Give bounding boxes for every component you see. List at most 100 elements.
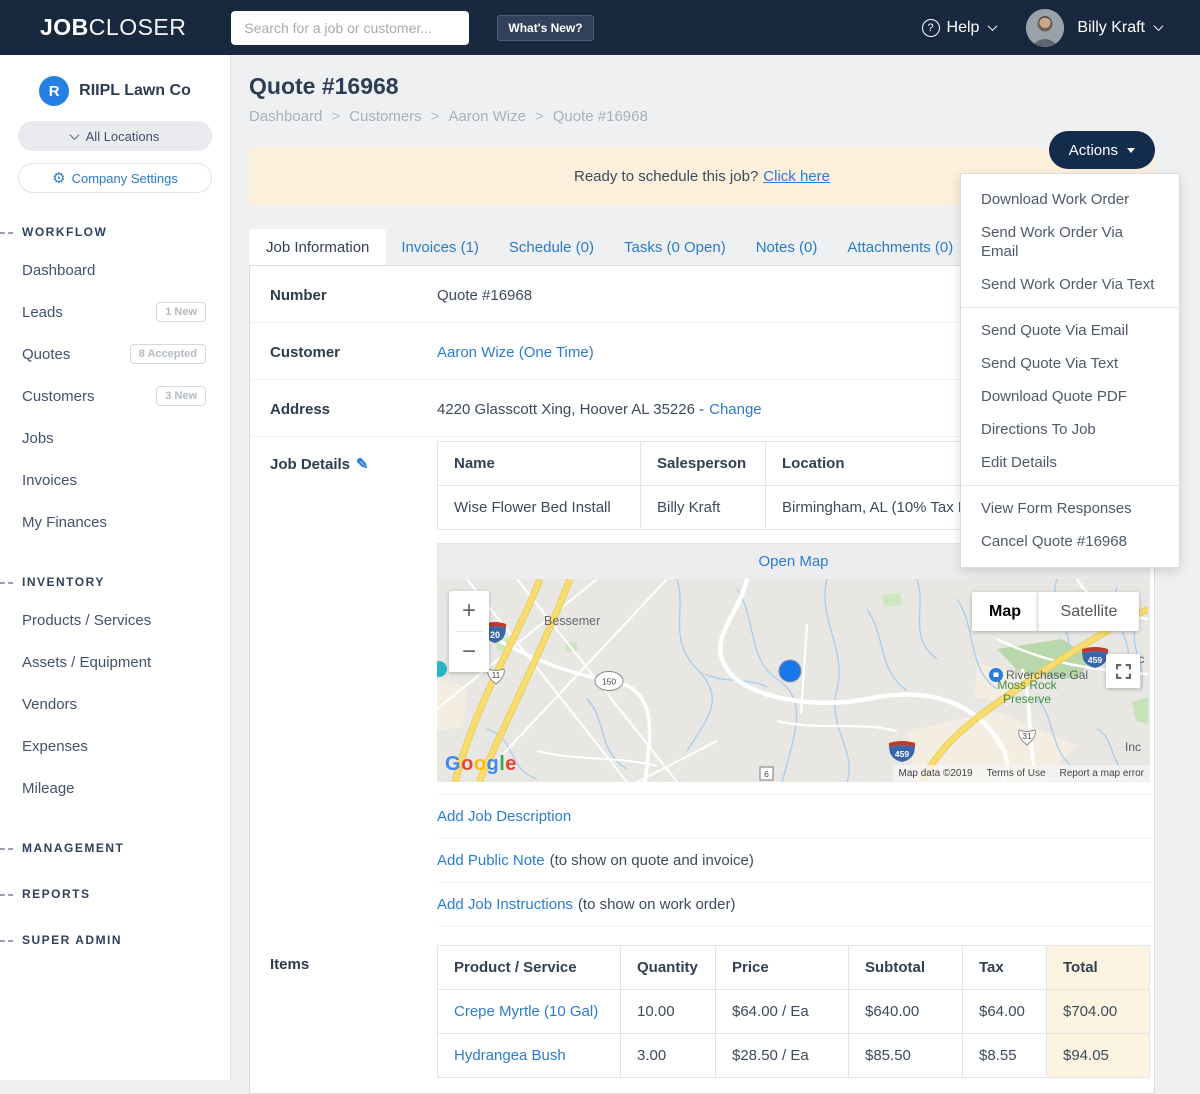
tab-job-information[interactable]: Job Information [249, 229, 387, 265]
number-label: Number [270, 287, 327, 304]
address-change-link[interactable]: Change [709, 401, 762, 418]
menu-item-send-work-order-text[interactable]: Send Work Order Via Text [981, 276, 1155, 293]
sidebar-item-products-services[interactable]: Products / Services [0, 599, 230, 641]
customers-badge: 3 New [156, 386, 206, 406]
sidebar-item-dashboard[interactable]: Dashboard [0, 249, 230, 291]
sidebar-item-invoices[interactable]: Invoices [0, 459, 230, 501]
google-logo[interactable]: Google [445, 753, 517, 775]
sidebar-item-label: Leads [22, 303, 63, 321]
job-name-cell: Wise Flower Bed Install [437, 485, 641, 530]
gear-icon: ⚙ [52, 170, 66, 187]
help-menu[interactable]: ? Help [921, 18, 998, 37]
add-job-instructions-row: Add Job Instructions (to show on work ord… [437, 882, 1150, 927]
map-label-edge-bottom: Inc [1125, 740, 1141, 754]
tab-tasks[interactable]: Tasks (0 Open) [623, 238, 726, 256]
tab-invoices[interactable]: Invoices (1) [401, 238, 479, 256]
menu-divider [961, 307, 1179, 308]
sidebar-item-mileage[interactable]: Mileage [0, 767, 230, 809]
item-subtotal: $640.00 [848, 989, 963, 1034]
map-marker[interactable] [778, 659, 802, 683]
sidebar-item-assets-equipment[interactable]: Assets / Equipment [0, 641, 230, 683]
sidebar-item-label: Quotes [22, 345, 71, 363]
sidebar-section-inventory: INVENTORY [0, 575, 230, 589]
sidebar-section-super-admin[interactable]: SUPER ADMIN [0, 933, 230, 947]
svg-text:150: 150 [602, 677, 616, 687]
edit-pencil-icon[interactable]: ✎ [356, 456, 369, 473]
company-settings-label: Company Settings [71, 170, 178, 186]
actions-button[interactable]: Actions [1048, 131, 1155, 169]
add-links-list: Add Job Description Add Public Note (to s… [437, 794, 1150, 927]
map[interactable]: 20 459 459 [437, 579, 1150, 782]
help-circle-icon: ? [921, 18, 940, 37]
location-selector-label: All Locations [85, 128, 160, 144]
tab-notes[interactable]: Notes (0) [755, 238, 818, 256]
menu-item-send-quote-text[interactable]: Send Quote Via Text [981, 355, 1119, 372]
tab-bar: Job Information Invoices (1) Schedule (0… [249, 229, 1155, 265]
add-public-note-link[interactable]: Add Public Note [437, 852, 545, 869]
items-header-product: Product / Service [437, 945, 621, 990]
page-title: Quote #16968 [249, 73, 399, 99]
item-product-link[interactable]: Crepe Myrtle (10 Gal) [454, 1003, 599, 1020]
customer-label: Customer [270, 344, 341, 361]
job-salesperson-cell: Billy Kraft [640, 485, 766, 530]
breadcrumb-dashboard[interactable]: Dashboard [249, 108, 323, 125]
items-header-price: Price [715, 945, 849, 990]
zoom-in-button[interactable]: + [461, 597, 476, 624]
sidebar-item-leads[interactable]: Leads 1 New [0, 291, 230, 333]
item-tax: $8.55 [962, 1033, 1047, 1078]
menu-item-send-work-order-email[interactable]: Send Work Order Via Email [981, 224, 1124, 260]
breadcrumb-separator: > [430, 108, 440, 125]
add-public-note-row: Add Public Note (to show on quote and inv… [437, 838, 1150, 882]
report-map-error-link[interactable]: Report a map error [1059, 768, 1144, 779]
tab-attachments[interactable]: Attachments (0) [847, 238, 954, 256]
satellite-view-button[interactable]: Satellite [1038, 592, 1139, 631]
user-menu[interactable]: Billy Kraft [1077, 18, 1164, 37]
user-avatar[interactable] [1026, 8, 1065, 47]
map-view-button[interactable]: Map [972, 592, 1038, 631]
whats-new-button[interactable]: What's New? [497, 14, 594, 41]
search-input[interactable] [231, 10, 470, 45]
sidebar-item-expenses[interactable]: Expenses [0, 725, 230, 767]
menu-item-download-quote-pdf[interactable]: Download Quote PDF [981, 388, 1127, 405]
breadcrumb-customer[interactable]: Aaron Wize [448, 108, 526, 125]
add-job-instructions-link[interactable]: Add Job Instructions [437, 896, 573, 913]
svg-text:11: 11 [492, 670, 501, 680]
schedule-banner-link[interactable]: Click here [763, 167, 830, 185]
user-name: Billy Kraft [1077, 18, 1145, 36]
item-total: $94.05 [1046, 1033, 1150, 1078]
sidebar-section-management[interactable]: MANAGEMENT [0, 841, 230, 855]
items-table: Product / Service Quantity Price Subtota… [437, 945, 1150, 1078]
sidebar-item-quotes[interactable]: Quotes 8 Accepted [0, 333, 230, 375]
job-details-table: Name Salesperson Location Wise Flower Be… [437, 441, 1150, 530]
menu-item-send-quote-email[interactable]: Send Quote Via Email [981, 322, 1129, 339]
add-job-description-link[interactable]: Add Job Description [437, 808, 572, 825]
item-product-link[interactable]: Hydrangea Bush [454, 1047, 566, 1064]
schedule-banner-text: Ready to schedule this job? [574, 167, 759, 185]
menu-item-download-work-order[interactable]: Download Work Order [981, 191, 1130, 208]
app-logo[interactable]: JOBCLOSER [40, 14, 186, 41]
menu-item-view-form-responses[interactable]: View Form Responses [981, 500, 1132, 517]
zoom-out-button[interactable]: − [461, 638, 476, 665]
menu-item-cancel-quote[interactable]: Cancel Quote #16968 [981, 533, 1127, 550]
sidebar-item-jobs[interactable]: Jobs [0, 417, 230, 459]
zoom-divider [455, 631, 483, 632]
terms-of-use-link[interactable]: Terms of Use [986, 768, 1046, 779]
menu-divider [961, 485, 1179, 486]
company-settings-button[interactable]: ⚙ Company Settings [18, 163, 212, 193]
item-tax: $64.00 [962, 989, 1047, 1034]
open-map-link[interactable]: Open Map [758, 553, 829, 570]
map-label-bessemer: Bessemer [544, 614, 600, 628]
breadcrumb-customers[interactable]: Customers [349, 108, 422, 125]
job-details-label-text: Job Details [270, 456, 351, 473]
sidebar-item-label: My Finances [22, 513, 108, 531]
customer-link[interactable]: Aaron Wize (One Time) [437, 344, 594, 361]
sidebar-item-vendors[interactable]: Vendors [0, 683, 230, 725]
sidebar-item-my-finances[interactable]: My Finances [0, 501, 230, 543]
sidebar-item-customers[interactable]: Customers 3 New [0, 375, 230, 417]
menu-item-edit-details[interactable]: Edit Details [981, 454, 1057, 471]
menu-item-directions-to-job[interactable]: Directions To Job [981, 421, 1096, 438]
fullscreen-button[interactable] [1106, 654, 1140, 688]
sidebar-section-reports[interactable]: REPORTS [0, 887, 230, 901]
tab-schedule[interactable]: Schedule (0) [508, 238, 594, 256]
location-selector[interactable]: All Locations [18, 121, 212, 151]
